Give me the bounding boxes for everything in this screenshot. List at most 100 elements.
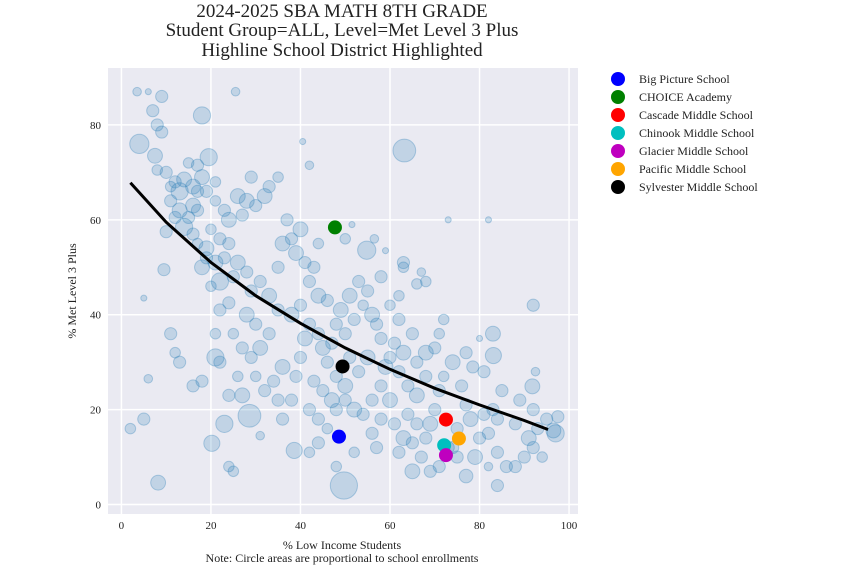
- school-point: [311, 436, 325, 450]
- school-point: [374, 379, 388, 393]
- school-point: [210, 272, 230, 291]
- x-tick-label: 40: [295, 520, 307, 532]
- school-point: [151, 164, 164, 176]
- school-point: [428, 341, 442, 355]
- school-point: [297, 330, 313, 347]
- school-point: [329, 369, 343, 383]
- school-point: [419, 369, 433, 383]
- school-point: [267, 374, 281, 388]
- school-point: [444, 216, 452, 224]
- school-point: [392, 312, 406, 327]
- school-point: [387, 417, 402, 431]
- chart-title-line-1: 2024-2025 SBA MATH 8TH GRADE: [196, 1, 487, 22]
- school-point: [422, 415, 439, 432]
- school-point: [255, 430, 265, 441]
- school-point: [222, 296, 236, 310]
- school-point: [164, 194, 178, 208]
- legend: Big Picture School CHOICE Academy Cascade …: [611, 72, 758, 194]
- school-point: [365, 393, 379, 407]
- school-point: [311, 412, 325, 426]
- x-tick-label: 100: [561, 520, 578, 532]
- school-point: [419, 431, 433, 445]
- school-point: [321, 422, 334, 435]
- school-point: [146, 104, 160, 118]
- school-point: [437, 370, 450, 383]
- legend-label: Pacific Middle School: [639, 162, 747, 176]
- school-point: [302, 274, 317, 289]
- school-point: [490, 412, 505, 426]
- school-point: [182, 157, 195, 169]
- school-point: [220, 211, 237, 228]
- school-point: [275, 412, 290, 426]
- school-point: [395, 344, 412, 361]
- highlighted-school-point: [327, 220, 342, 235]
- school-point: [159, 225, 173, 239]
- school-point: [230, 86, 241, 97]
- school-point: [401, 379, 415, 393]
- school-point: [545, 422, 562, 439]
- school-point: [186, 227, 200, 241]
- school-point: [495, 384, 509, 398]
- school-point: [164, 180, 177, 193]
- school-point: [432, 459, 446, 474]
- school-point: [303, 446, 316, 459]
- school-point: [341, 287, 358, 304]
- school-point: [227, 327, 240, 340]
- school-point: [411, 278, 423, 290]
- school-point: [307, 374, 321, 388]
- school-point: [316, 384, 330, 398]
- highlighted-school-point: [335, 359, 350, 374]
- school-point: [205, 223, 217, 236]
- school-point: [209, 176, 222, 188]
- school-point: [194, 169, 210, 186]
- school-point: [357, 299, 369, 312]
- y-tick-label: 0: [96, 500, 102, 512]
- school-point: [274, 358, 291, 375]
- school-point: [168, 175, 182, 189]
- school-point: [384, 299, 396, 312]
- school-point: [348, 221, 356, 229]
- legend-marker: [611, 90, 625, 104]
- legend-marker: [611, 144, 625, 158]
- school-point: [240, 265, 254, 279]
- school-point: [320, 293, 334, 308]
- school-point: [423, 464, 437, 478]
- school-point: [405, 327, 419, 341]
- school-point: [293, 298, 308, 312]
- highlighted-points: [327, 220, 466, 463]
- school-point: [199, 184, 214, 198]
- x-tick-label: 0: [119, 520, 125, 532]
- legend-label: Cascade Middle School: [639, 108, 754, 122]
- school-point: [192, 106, 212, 125]
- school-point: [171, 202, 188, 219]
- school-point: [262, 180, 276, 194]
- school-point: [256, 188, 273, 205]
- school-point: [346, 401, 363, 418]
- legend-label: Sylvester Middle School: [639, 180, 758, 194]
- school-point: [329, 471, 358, 500]
- school-point: [357, 240, 377, 260]
- school-point: [299, 138, 307, 146]
- school-point: [147, 147, 163, 164]
- school-point: [169, 346, 181, 359]
- school-point: [408, 387, 425, 404]
- school-point: [272, 171, 284, 183]
- school-point: [203, 434, 221, 452]
- school-point: [472, 431, 487, 445]
- school-point: [397, 261, 410, 274]
- school-point: [405, 436, 419, 450]
- school-point: [206, 348, 225, 367]
- legend-marker: [611, 180, 625, 194]
- x-tick-label: 60: [385, 520, 397, 532]
- school-point: [356, 407, 370, 421]
- school-point: [307, 260, 321, 274]
- school-point: [481, 426, 496, 440]
- y-tick-label: 80: [90, 120, 102, 132]
- school-point: [258, 384, 272, 398]
- school-point: [329, 317, 343, 331]
- school-point: [551, 410, 565, 424]
- school-point: [374, 331, 388, 346]
- school-point: [271, 393, 285, 407]
- school-point: [339, 233, 352, 245]
- school-point: [170, 182, 189, 201]
